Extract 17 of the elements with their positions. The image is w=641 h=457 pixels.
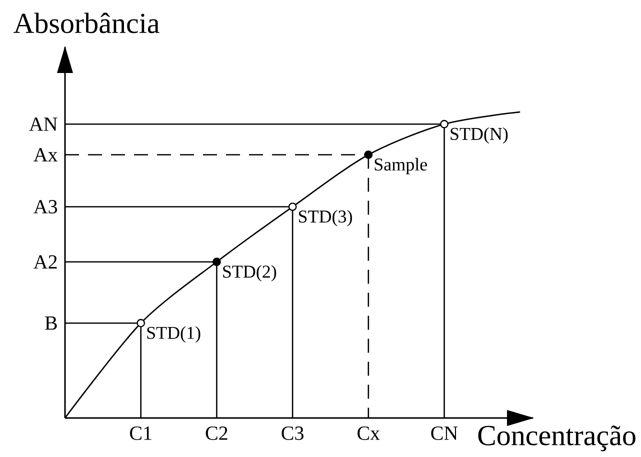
ref-line-label: A2	[34, 255, 57, 268]
annotation: STD(1)	[147, 326, 200, 343]
ref-line-label: Ax	[34, 148, 58, 162]
ref-line-label: A3	[34, 200, 58, 214]
x-tick-label: C1	[130, 426, 152, 440]
annotation: Sample	[374, 158, 427, 174]
x-axis-title: Concentração	[478, 426, 636, 452]
ref-line-label: AN	[29, 118, 58, 131]
annotation: STD(2)	[223, 265, 276, 282]
x-tick-label: C3	[282, 426, 304, 440]
ref-line-label: B	[45, 316, 57, 330]
x-tick-label: Cx	[358, 426, 380, 440]
annotation: STD(3)	[298, 210, 352, 226]
y-axis-title: Absorbância	[14, 12, 160, 34]
x-tick-label: C2	[206, 426, 228, 440]
x-tick-label: CN	[431, 426, 458, 440]
annotation: STD(N)	[450, 127, 508, 144]
